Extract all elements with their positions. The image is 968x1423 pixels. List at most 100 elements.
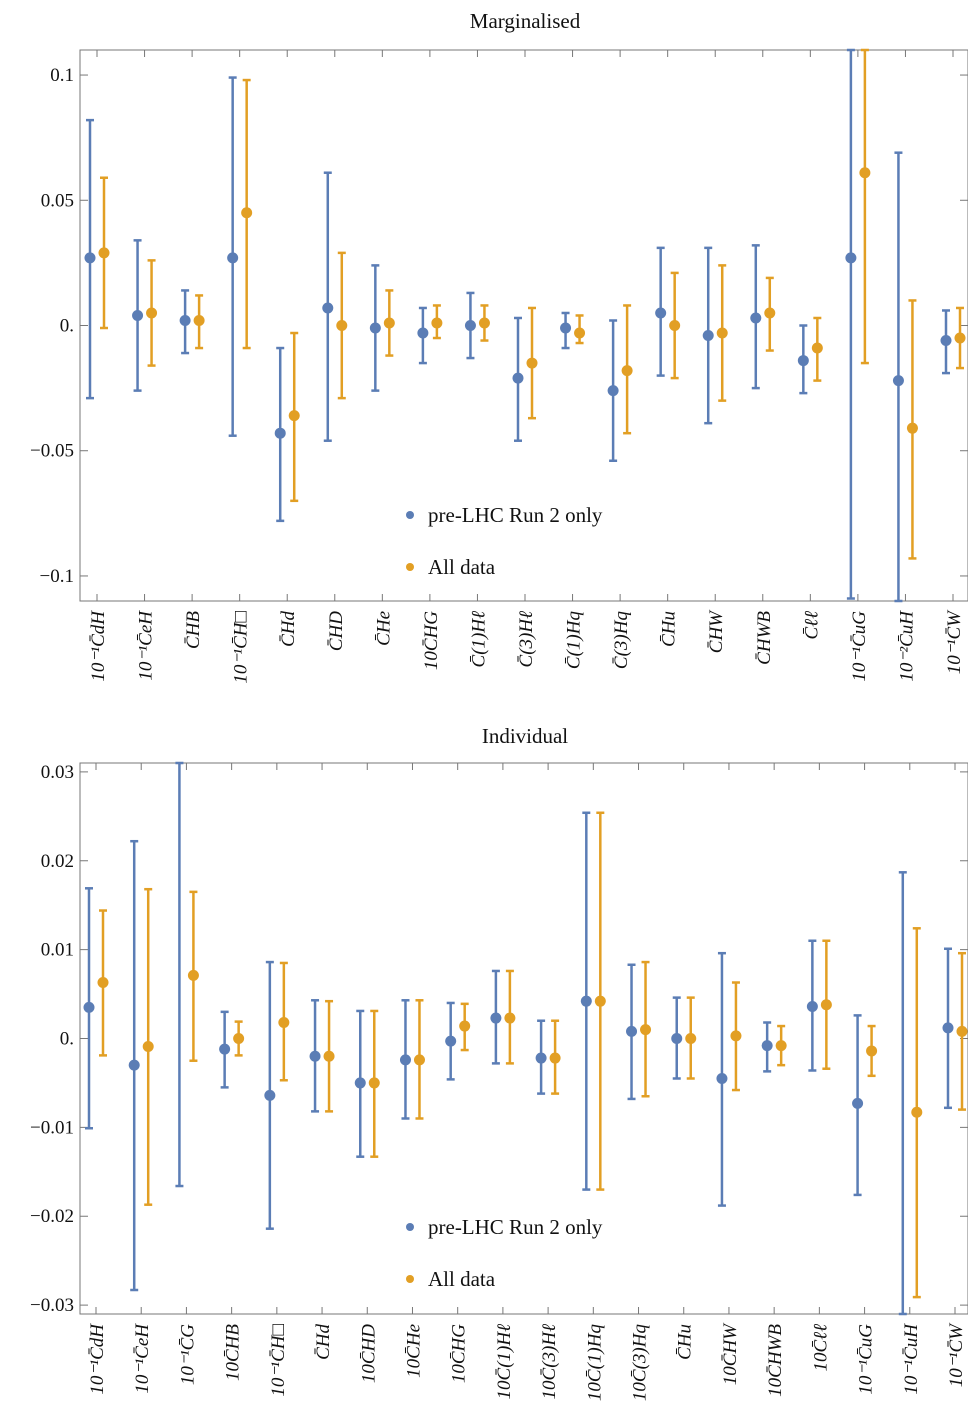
x-tick-label: 10C̄He bbox=[403, 1324, 424, 1378]
data-point bbox=[128, 1059, 140, 1071]
x-tick-label: C̄(1)Hq bbox=[564, 611, 585, 670]
panel-individual: Individual −0.03 −0.02 −0.01 0. 0.01 0.02 0.03… bbox=[30, 724, 968, 1401]
data-point bbox=[464, 320, 476, 331]
x-tick-label: C̄HW bbox=[706, 609, 727, 653]
data-point bbox=[640, 1024, 652, 1036]
chart-title: Marginalised bbox=[470, 9, 581, 33]
data-point bbox=[852, 1097, 864, 1109]
x-tick-label: C̄Hd bbox=[278, 611, 299, 647]
x-tick-label: 10⁻¹C̄dH bbox=[87, 1323, 108, 1395]
y-tick-label: 0.05 bbox=[41, 190, 74, 211]
x-tick-label: 10C̄(1)Hq bbox=[584, 1324, 605, 1402]
data-point bbox=[278, 1017, 290, 1029]
x-axis: 10⁻¹C̄dH 10⁻¹C̄eH 10⁻¹C̄G 10C̄HB 10⁻¹C̄H□ C̄H… bbox=[87, 763, 967, 1401]
x-tick-label: C̄HB bbox=[183, 611, 204, 649]
x-tick-label: 10C̄HD bbox=[358, 1324, 379, 1383]
x-tick-label: C̄Hu bbox=[675, 1324, 696, 1360]
data-point bbox=[417, 327, 429, 339]
x-tick-label: 10C̄HW bbox=[720, 1322, 741, 1385]
data-point bbox=[911, 1106, 923, 1118]
data-point bbox=[906, 422, 918, 434]
x-tick-label: C̄Hu bbox=[659, 611, 680, 647]
data-point bbox=[820, 999, 832, 1011]
data-point bbox=[512, 372, 524, 384]
data-point bbox=[942, 1022, 954, 1034]
x-tick-label: 10⁻¹C̄W bbox=[946, 1322, 967, 1387]
data-point bbox=[504, 1012, 516, 1024]
data-point bbox=[574, 327, 586, 339]
data-point bbox=[892, 375, 904, 387]
x-tick-label: 10C̄(3)Hq bbox=[630, 1324, 651, 1402]
data-point bbox=[669, 320, 681, 331]
legend-marker-all-data bbox=[406, 563, 414, 571]
y-tick-label: −0.05 bbox=[30, 441, 74, 462]
y-axis: −0.1 −0.05 0. 0.05 0.1 bbox=[30, 65, 968, 587]
legend-marker-pre-lhc bbox=[406, 511, 414, 519]
data-point bbox=[490, 1012, 502, 1024]
legend: pre-LHC Run 2 only All data bbox=[406, 1215, 603, 1291]
y-tick-label: −0.02 bbox=[30, 1206, 74, 1227]
x-tick-label: 10⁻¹C̄uH bbox=[901, 1323, 922, 1395]
data-point bbox=[83, 1001, 95, 1013]
x-axis: 10⁻¹C̄dH 10⁻¹C̄eH C̄HB 10⁻¹C̄H□ C̄Hd C̄HD C̄He… bbox=[88, 50, 965, 684]
data-point bbox=[431, 317, 443, 329]
x-tick-label: 10⁻¹C̄W bbox=[944, 609, 965, 674]
legend-label-pre-lhc: pre-LHC Run 2 only bbox=[428, 503, 603, 527]
x-tick-label: C̄He bbox=[373, 611, 394, 646]
y-axis: −0.03 −0.02 −0.01 0. 0.01 0.02 0.03 bbox=[30, 762, 968, 1316]
y-tick-label: −0.03 bbox=[30, 1295, 74, 1316]
x-tick-label: 10⁻¹C̄dH bbox=[88, 610, 109, 682]
data-point bbox=[322, 302, 334, 314]
y-tick-label: 0. bbox=[60, 1029, 74, 1050]
data-point bbox=[940, 335, 952, 347]
legend: pre-LHC Run 2 only All data bbox=[406, 503, 603, 579]
data-point bbox=[549, 1052, 561, 1064]
data-point bbox=[526, 357, 538, 369]
x-tick-label: 10⁻²C̄uH bbox=[896, 610, 917, 682]
legend-marker-all-data bbox=[406, 1275, 414, 1283]
data-point bbox=[399, 1054, 411, 1066]
data-point bbox=[730, 1030, 742, 1042]
data-point bbox=[459, 1020, 471, 1032]
data-point bbox=[845, 252, 857, 264]
data-point bbox=[179, 314, 191, 326]
data-point bbox=[671, 1033, 683, 1044]
data-point bbox=[142, 1040, 154, 1052]
data-point bbox=[413, 1054, 425, 1066]
data-point bbox=[193, 314, 205, 326]
y-tick-label: 0.1 bbox=[50, 65, 74, 86]
data-point bbox=[288, 410, 300, 422]
data-point bbox=[702, 330, 714, 342]
data-point bbox=[336, 320, 348, 331]
data-point bbox=[560, 322, 572, 334]
data-point bbox=[97, 977, 109, 989]
data-point bbox=[84, 252, 96, 264]
y-tick-label: 0.03 bbox=[41, 762, 74, 783]
data-point bbox=[866, 1045, 878, 1057]
x-tick-label: 10C̄HB bbox=[223, 1324, 244, 1381]
x-tick-label: 10C̄(1)Hℓ bbox=[494, 1324, 515, 1400]
data-point bbox=[594, 995, 606, 1007]
data-point bbox=[383, 317, 395, 329]
data-point bbox=[655, 307, 667, 319]
x-tick-label: 10C̄(3)Hℓ bbox=[539, 1324, 560, 1400]
x-tick-label: 10⁻¹C̄H□ bbox=[231, 610, 252, 683]
data-point bbox=[750, 312, 762, 324]
data-point bbox=[445, 1035, 457, 1047]
x-tick-label: 10C̄HG bbox=[421, 611, 442, 670]
x-tick-label: 10C̄ℓℓ bbox=[810, 1324, 831, 1372]
data-point bbox=[146, 307, 158, 319]
x-tick-label: 10C̄HWB bbox=[765, 1324, 786, 1397]
legend-marker-pre-lhc bbox=[406, 1223, 414, 1231]
data-point bbox=[956, 1025, 968, 1037]
data-point bbox=[716, 327, 728, 339]
data-point bbox=[241, 207, 253, 219]
data-point bbox=[626, 1025, 638, 1037]
x-tick-label: 10⁻¹C̄H□ bbox=[268, 1323, 289, 1396]
legend-label-pre-lhc: pre-LHC Run 2 only bbox=[428, 1215, 603, 1239]
data-point bbox=[98, 247, 110, 259]
data-point bbox=[775, 1040, 787, 1052]
data-point bbox=[369, 322, 381, 334]
x-tick-label: 10⁻¹C̄uG bbox=[849, 611, 870, 682]
